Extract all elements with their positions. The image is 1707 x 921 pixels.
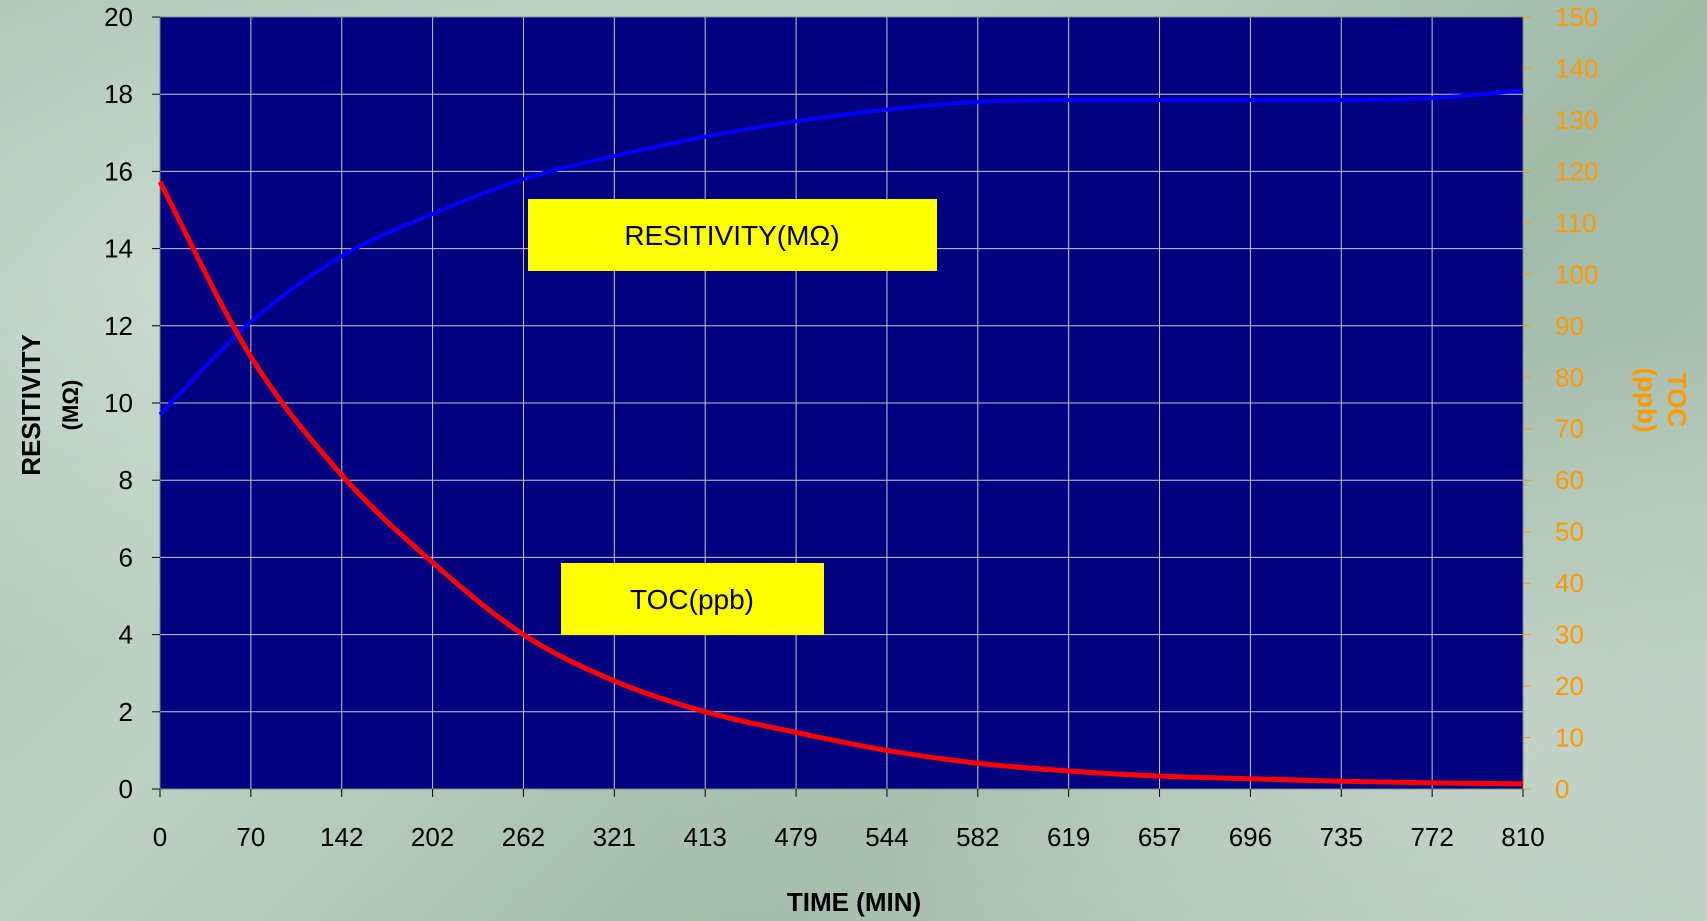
left-axis-title-unit: (MΩ) [58, 380, 83, 431]
left-tick-label: 4 [119, 620, 133, 650]
left-tick-label: 10 [104, 388, 133, 418]
toc-annotation-box [561, 563, 824, 635]
resitivity-annotation: RESITIVITY(MΩ) [528, 199, 937, 271]
right-tick-label: 110 [1555, 208, 1596, 238]
x-tick-label: 0 [153, 822, 167, 852]
x-tick-label: 696 [1229, 822, 1272, 852]
x-tick-label: 202 [411, 822, 454, 852]
right-tick-label: 90 [1555, 311, 1584, 341]
right-tick-label: 100 [1555, 259, 1598, 289]
x-tick-label: 262 [502, 822, 545, 852]
left-axis-ticks: 0 2 4 6 8 10 12 14 16 18 20 [104, 2, 160, 804]
resitivity-annotation-text: RESITIVITY(MΩ) [624, 220, 839, 251]
x-tick-label: 321 [593, 822, 636, 852]
x-axis-ticks: 0 70 142 202 262 321 413 479 544 582 619 657 696 735 7… [153, 789, 1545, 852]
right-axis-ticks: 0 10 20 30 40 50 60 70 80 90 100 110 120 130 140 150 [1523, 2, 1598, 804]
left-tick-label: 0 [119, 774, 133, 804]
left-tick-label: 20 [104, 2, 133, 32]
left-axis-title: RESITIVITY (MΩ) [16, 334, 83, 476]
x-tick-label: 735 [1320, 822, 1363, 852]
right-tick-label: 60 [1555, 465, 1584, 495]
right-tick-label: 140 [1555, 53, 1598, 83]
right-tick-label: 130 [1555, 105, 1598, 135]
grid [159, 16, 1524, 790]
x-tick-label: 657 [1138, 822, 1181, 852]
left-tick-label: 8 [119, 465, 133, 495]
resitivity-series-line [158, 88, 1524, 416]
x-tick-label: 142 [320, 822, 363, 852]
right-tick-label: 120 [1555, 156, 1598, 186]
right-tick-label: 20 [1555, 671, 1584, 701]
right-axis-title-unit: (ppb) [1632, 368, 1662, 433]
toc-annotation-text: TOC(ppb) [630, 584, 754, 615]
x-tick-label: 479 [774, 822, 817, 852]
right-tick-label: 0 [1555, 774, 1569, 804]
x-tick-label: 544 [865, 822, 908, 852]
right-tick-label: 10 [1555, 723, 1584, 753]
left-axis-title-text: RESITIVITY [16, 334, 46, 476]
toc-series-line [157, 180, 1524, 787]
x-tick-label: 70 [236, 822, 265, 852]
left-tick-label: 14 [104, 234, 133, 264]
right-tick-label: 50 [1555, 517, 1584, 547]
x-tick-label: 413 [684, 822, 727, 852]
left-tick-label: 2 [119, 697, 133, 727]
resitivity-annotation-box [528, 199, 937, 271]
right-tick-label: 40 [1555, 568, 1584, 598]
x-axis-title: TIME (MIN) [787, 887, 921, 917]
right-axis-title-text: TOC [1662, 373, 1692, 428]
x-tick-label: 772 [1410, 822, 1453, 852]
series-group [157, 88, 1524, 787]
left-tick-label: 12 [104, 311, 133, 341]
toc-annotation: TOC(ppb) [561, 563, 824, 635]
left-tick-label: 6 [119, 542, 133, 572]
right-axis-title: TOC (ppb) [1632, 368, 1692, 433]
x-tick-label: 582 [956, 822, 999, 852]
x-tick-label: 810 [1501, 822, 1544, 852]
right-tick-label: 150 [1555, 2, 1598, 32]
left-tick-label: 16 [104, 156, 133, 186]
right-tick-label: 70 [1555, 414, 1584, 444]
x-tick-label: 619 [1047, 822, 1090, 852]
left-tick-label: 18 [104, 79, 133, 109]
right-tick-label: 30 [1555, 620, 1584, 650]
right-tick-label: 80 [1555, 362, 1584, 392]
